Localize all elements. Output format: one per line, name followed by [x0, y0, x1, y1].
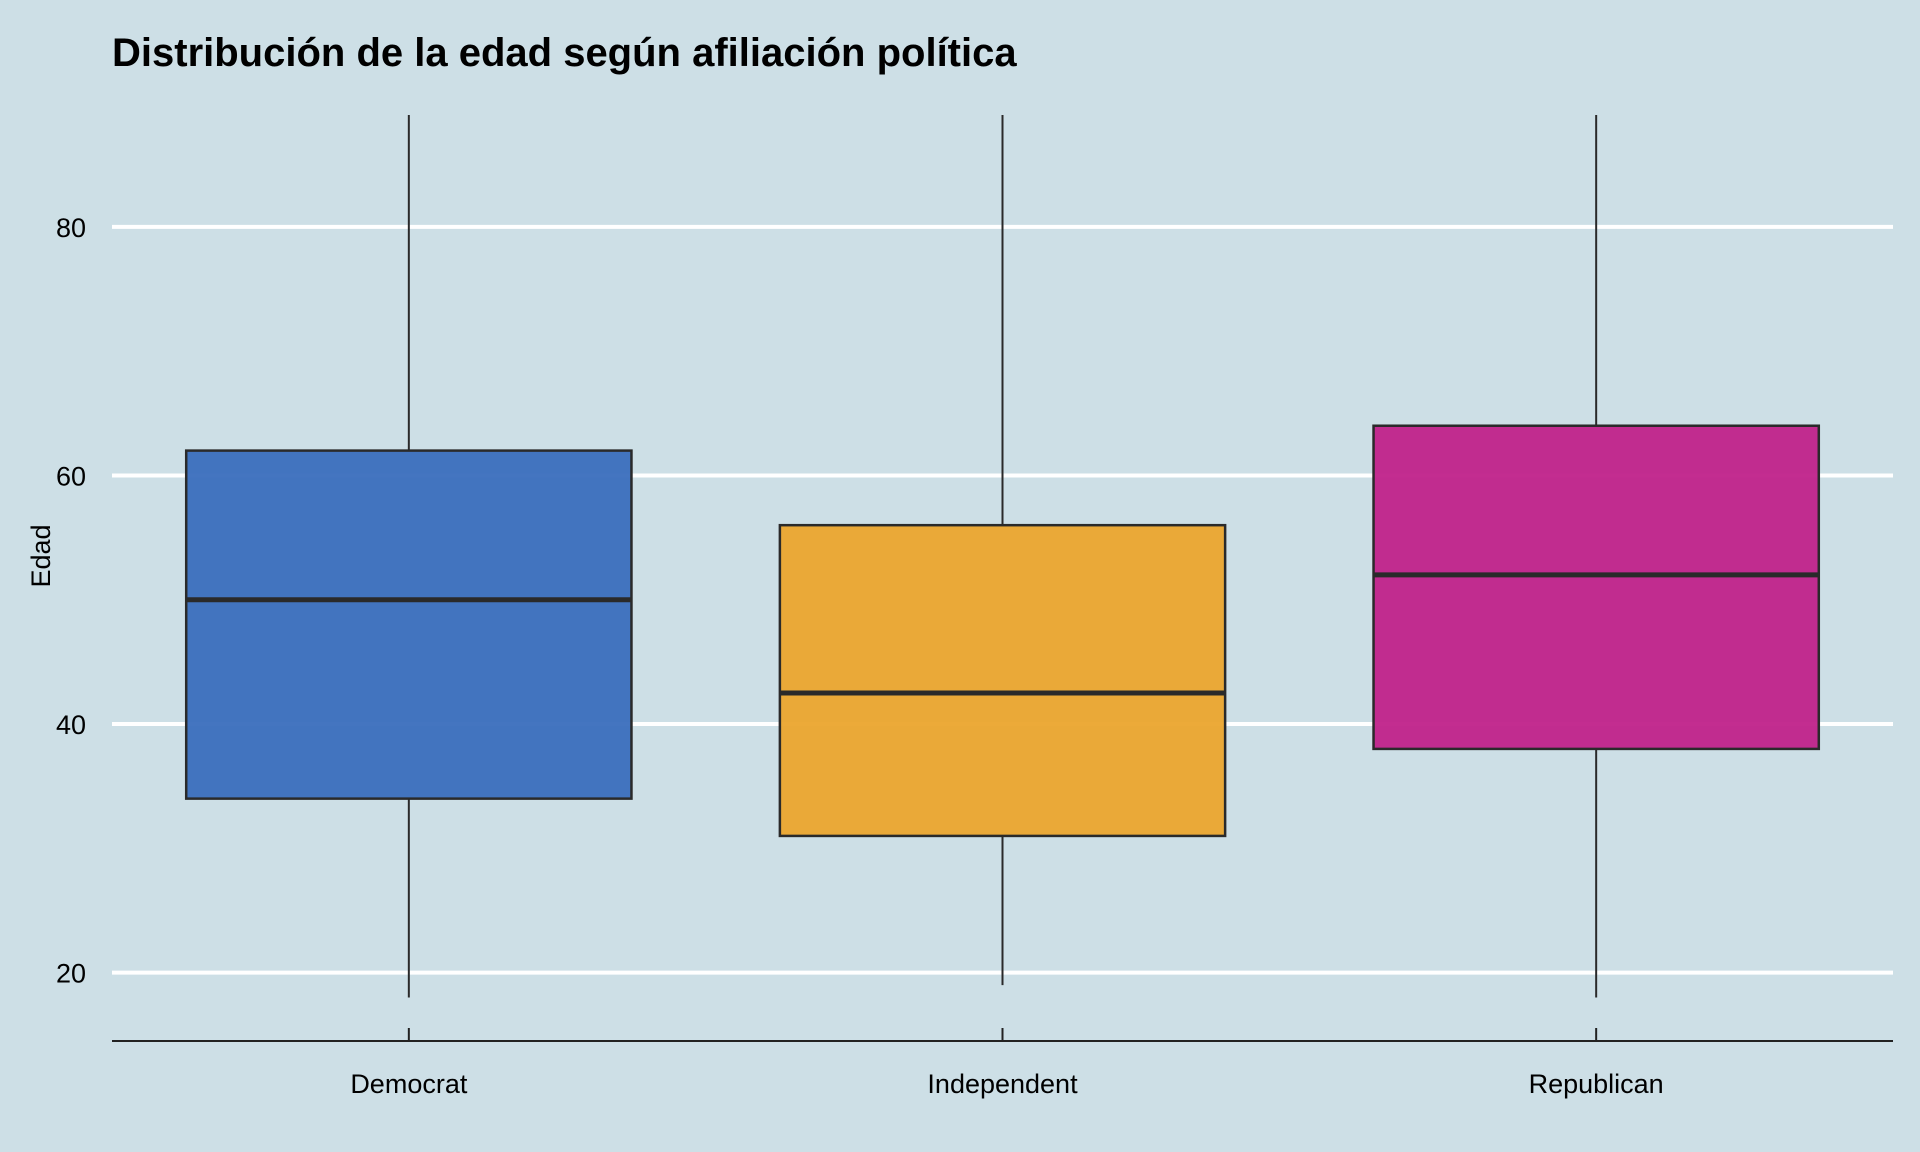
x-tick-label-democrat: Democrat — [350, 1069, 468, 1099]
boxes — [184, 115, 1821, 998]
y-axis-title: Edad — [26, 524, 56, 587]
box-independent — [778, 115, 1227, 986]
x-axis-ticks: Democrat Independent Republican — [350, 1028, 1664, 1099]
chart-title: Distribución de la edad según afiliación… — [112, 31, 1017, 75]
x-tick-label-independent: Independent — [927, 1069, 1078, 1099]
y-axis-ticks: 20 40 60 80 — [56, 213, 86, 989]
box-republican — [1372, 115, 1821, 998]
y-tick-label-40: 40 — [56, 710, 86, 740]
box-democrat — [184, 115, 633, 998]
x-tick-label-republican: Republican — [1529, 1069, 1664, 1099]
iqr-box-democrat — [184, 449, 633, 800]
iqr-box-republican — [1372, 424, 1821, 751]
iqr-box-independent — [778, 523, 1227, 838]
y-tick-label-80: 80 — [56, 213, 86, 243]
y-tick-label-20: 20 — [56, 959, 86, 989]
y-tick-label-60: 60 — [56, 461, 86, 491]
